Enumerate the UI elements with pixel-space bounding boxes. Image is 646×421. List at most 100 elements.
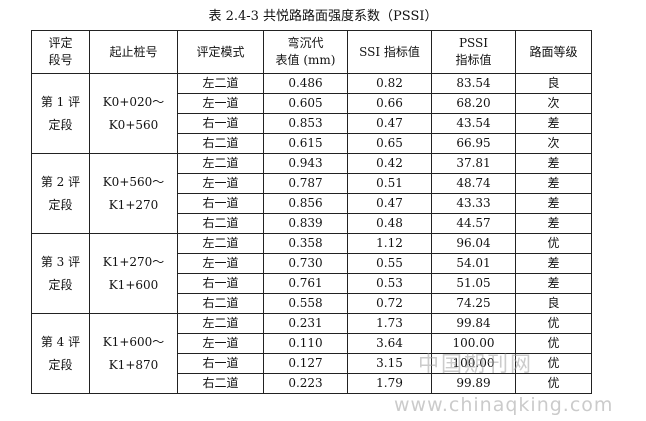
- table-body: 第 1 评定段 K0+020～ K0+560 左二道 0.486 0.82 83.54 良左一…: [31, 73, 592, 394]
- cell-ssi: 0.48: [347, 213, 432, 234]
- cell-ssi: 0.66: [347, 93, 432, 114]
- cell-pssi: 100.00: [431, 333, 516, 354]
- cell-pssi: 74.25: [431, 293, 516, 314]
- cell-grade: 差: [515, 193, 592, 214]
- cell-eval-mode: 左二道: [177, 233, 264, 254]
- table-row: 左一道 0.110 3.64 100.00 优: [32, 333, 592, 354]
- cell-ssi: 3.15: [347, 353, 432, 374]
- cell-deflection: 0.856: [263, 193, 348, 214]
- cell-deflection: 0.839: [263, 213, 348, 234]
- cell-grade: 良: [515, 293, 592, 314]
- cell-deflection: 0.761: [263, 273, 348, 294]
- cell-grade: 差: [515, 213, 592, 234]
- cell-eval-mode: 左二道: [177, 313, 264, 334]
- table-row: 右一道 0.856 0.47 43.33 差: [32, 193, 592, 214]
- cell-ssi: 0.72: [347, 293, 432, 314]
- cell-eval-mode: 右二道: [177, 293, 264, 314]
- cell-ssi: 1.12: [347, 233, 432, 254]
- cell-pssi: 54.01: [431, 253, 516, 274]
- table-caption: 表 2.4-3 共悦路路面强度系数（PSSI）: [208, 9, 438, 24]
- header-deflection: 弯沉代 表值 (mm): [263, 30, 348, 74]
- table-row: 右一道 0.761 0.53 51.05 差: [32, 273, 592, 294]
- cell-eval-mode: 左一道: [177, 173, 264, 194]
- table-row: 右二道 0.223 1.79 99.89 优: [32, 373, 592, 394]
- header-stake-range: 起止桩号: [89, 30, 178, 74]
- cell-deflection: 0.486: [263, 73, 348, 94]
- cell-eval-mode: 右一道: [177, 113, 264, 134]
- cell-eval-mode: 右二道: [177, 373, 264, 394]
- table-row: 第 4 评定段 K1+600～ K1+870 左二道 0.231 1.73 99.84 优: [31, 313, 592, 394]
- cell-deflection: 0.110: [263, 333, 348, 354]
- table-row: 右一道 0.127 3.15 100.00 优: [32, 353, 592, 374]
- cell-stake-range: K0+560～ K1+270: [89, 153, 178, 234]
- cell-pssi: 99.89: [431, 373, 516, 394]
- cell-pssi: 96.04: [431, 233, 516, 254]
- cell-deflection: 0.787: [263, 173, 348, 194]
- cell-grade: 差: [515, 173, 592, 194]
- cell-segment-label: 第 1 评定段: [31, 73, 90, 154]
- cell-eval-mode: 左一道: [177, 333, 264, 354]
- cell-grade: 次: [515, 133, 592, 154]
- cell-ssi: 1.79: [347, 373, 432, 394]
- pavement-strength-table: 评定 段号 起止桩号 评定模式 弯沉代 表值 (mm) SSI 指标值 PSSI…: [31, 30, 592, 394]
- cell-segment-label: 第 4 评定段: [31, 313, 90, 394]
- cell-grade: 次: [515, 93, 592, 114]
- cell-deflection: 0.853: [263, 113, 348, 134]
- cell-deflection: 0.231: [263, 313, 348, 334]
- table-row: 第 3 评定段 K1+270～ K1+600 左二道 0.358 1.12 96.04 优: [31, 233, 592, 314]
- cell-pssi: 99.84: [431, 313, 516, 334]
- cell-pssi: 100.00: [431, 353, 516, 374]
- cell-grade: 优: [515, 333, 592, 354]
- table-row: 左一道 0.605 0.66 68.20 次: [32, 93, 592, 114]
- cell-ssi: 0.55: [347, 253, 432, 274]
- cell-deflection: 0.943: [263, 153, 348, 174]
- cell-pssi: 43.33: [431, 193, 516, 214]
- cell-stake-range: K0+020～ K0+560: [89, 73, 178, 154]
- table-row: 右二道 0.615 0.65 66.95 次: [32, 133, 592, 154]
- cell-pssi: 83.54: [431, 73, 516, 94]
- watermark-url: www.chinaqking.com: [394, 394, 614, 416]
- cell-deflection: 0.127: [263, 353, 348, 374]
- cell-pssi: 68.20: [431, 93, 516, 114]
- cell-eval-mode: 右二道: [177, 133, 264, 154]
- cell-eval-mode: 左二道: [177, 73, 264, 94]
- header-grade: 路面等级: [515, 30, 592, 74]
- header-row: 评定 段号 起止桩号 评定模式 弯沉代 表值 (mm) SSI 指标值 PSSI…: [31, 30, 592, 74]
- cell-deflection: 0.223: [263, 373, 348, 394]
- cell-grade: 良: [515, 73, 592, 94]
- cell-ssi: 1.73: [347, 313, 432, 334]
- cell-grade: 优: [515, 233, 592, 254]
- cell-ssi: 0.82: [347, 73, 432, 94]
- cell-pssi: 44.57: [431, 213, 516, 234]
- cell-eval-mode: 右一道: [177, 273, 264, 294]
- cell-grade: 差: [515, 153, 592, 174]
- header-eval-mode: 评定模式: [177, 30, 264, 74]
- cell-pssi: 37.81: [431, 153, 516, 174]
- cell-grade: 差: [515, 113, 592, 134]
- header-segment: 评定 段号: [31, 30, 90, 74]
- table-row: 左一道 0.787 0.51 48.74 差: [32, 173, 592, 194]
- cell-ssi: 0.42: [347, 153, 432, 174]
- cell-pssi: 51.05: [431, 273, 516, 294]
- cell-ssi: 0.47: [347, 113, 432, 134]
- cell-eval-mode: 左一道: [177, 253, 264, 274]
- cell-segment-label: 第 2 评定段: [31, 153, 90, 234]
- cell-eval-mode: 右一道: [177, 353, 264, 374]
- cell-deflection: 0.558: [263, 293, 348, 314]
- cell-pssi: 66.95: [431, 133, 516, 154]
- cell-ssi: 0.65: [347, 133, 432, 154]
- cell-grade: 差: [515, 253, 592, 274]
- cell-ssi: 0.51: [347, 173, 432, 194]
- cell-stake-range: K1+270～ K1+600: [89, 233, 178, 314]
- cell-eval-mode: 左二道: [177, 153, 264, 174]
- cell-ssi: 0.53: [347, 273, 432, 294]
- table-row: 第 2 评定段 K0+560～ K1+270 左二道 0.943 0.42 37.81 差: [31, 153, 592, 234]
- cell-pssi: 43.54: [431, 113, 516, 134]
- cell-segment-label: 第 3 评定段: [31, 233, 90, 314]
- table-row: 第 1 评定段 K0+020～ K0+560 左二道 0.486 0.82 83.54 良: [31, 73, 592, 154]
- cell-grade: 优: [515, 353, 592, 374]
- cell-pssi: 48.74: [431, 173, 516, 194]
- cell-grade: 优: [515, 373, 592, 394]
- header-ssi: SSI 指标值: [347, 30, 432, 74]
- cell-ssi: 3.64: [347, 333, 432, 354]
